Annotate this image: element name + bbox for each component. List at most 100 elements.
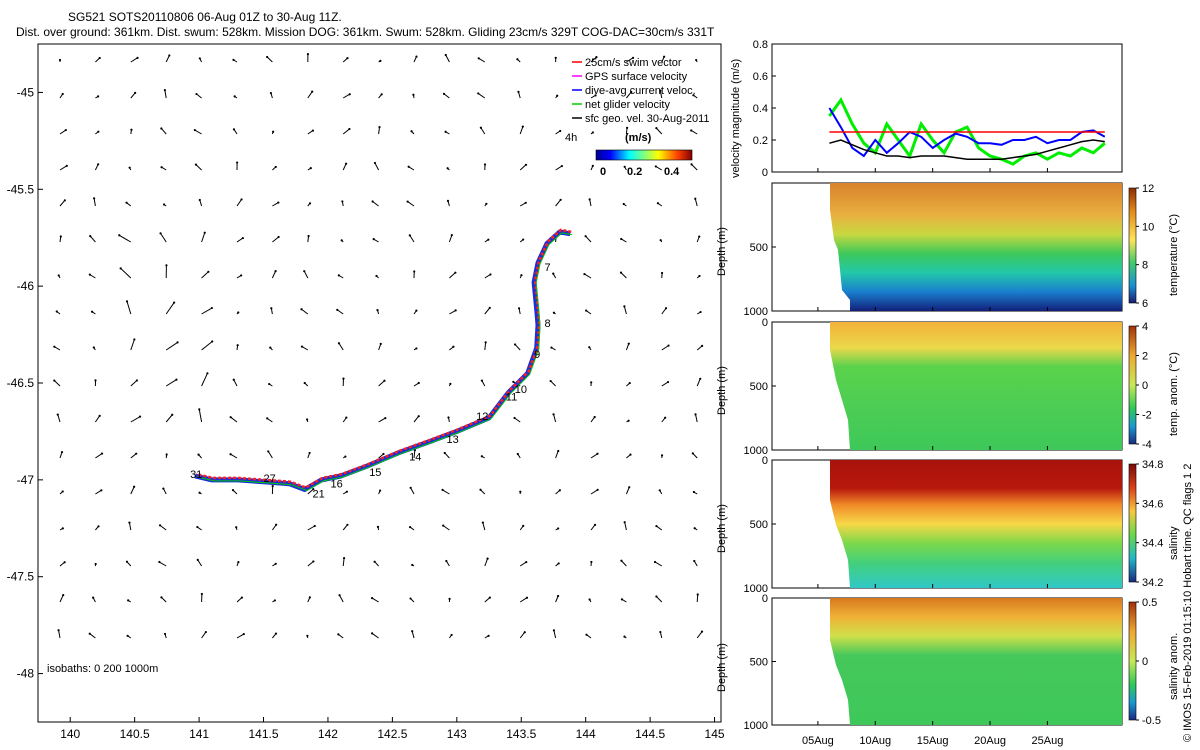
geo-velocity-arrowhead <box>342 377 345 380</box>
geo-velocity-arrow <box>236 199 242 207</box>
colorbar-units: (m/s) <box>625 132 652 144</box>
geo-velocity-arrowhead <box>558 489 561 492</box>
geo-velocity-arrow <box>339 595 344 603</box>
geo-velocity-arrow <box>590 453 598 459</box>
geo-velocity-arrowhead <box>446 199 450 202</box>
geo-velocity-arrow <box>659 90 663 99</box>
geo-velocity-arrow <box>519 631 526 639</box>
map-ytick-label: -45.5 <box>7 182 35 196</box>
geo-velocity-arrowhead <box>231 488 235 492</box>
geo-velocity-arrow <box>201 373 208 387</box>
geo-velocity-arrowhead <box>623 635 626 638</box>
geo-velocity-arrowhead <box>237 561 240 564</box>
geo-velocity-arrow <box>130 453 137 459</box>
geo-velocity-arrowhead <box>275 523 278 526</box>
colorbar-tick-label: 10 <box>1142 221 1154 233</box>
geo-velocity-arrow <box>407 201 415 207</box>
geo-velocity-arrowhead <box>376 309 379 312</box>
geo-velocity-arrowhead <box>445 559 448 563</box>
geo-velocity-arrowhead <box>133 338 136 341</box>
geo-velocity-arrowhead <box>277 201 280 204</box>
geo-velocity-arrowhead <box>417 381 420 385</box>
geo-velocity-arrowhead <box>629 453 632 456</box>
geo-velocity-arrow <box>59 165 68 171</box>
geo-velocity-arrow <box>272 236 279 243</box>
geo-velocity-arrowhead <box>271 485 274 488</box>
geo-velocity-arrowhead <box>309 167 312 170</box>
geo-velocity-arrowhead <box>59 235 62 238</box>
colorbar-tick-label: -2 <box>1142 410 1152 422</box>
geo-velocity-arrowhead <box>162 487 165 490</box>
geo-velocity-arrow <box>53 380 61 387</box>
geo-velocity-arrowhead <box>584 235 587 238</box>
title-line-1: SG521 SOTS20110806 06-Aug 01Z to 30-Aug … <box>68 10 342 24</box>
geo-velocity-arrow <box>307 488 314 495</box>
geo-velocity-arrowhead <box>307 234 310 238</box>
geo-velocity-arrow <box>160 233 167 243</box>
geo-velocity-arrow <box>58 630 61 639</box>
geo-velocity-arrow <box>478 57 486 63</box>
geo-velocity-arrowhead <box>481 521 484 524</box>
colorbar-tick-label: 34.6 <box>1142 498 1163 510</box>
geo-velocity-arrowhead <box>520 274 523 277</box>
colorbar-tick-label: 0 <box>1142 656 1148 668</box>
geo-velocity-arrow <box>59 129 67 135</box>
geo-velocity-arrowhead <box>240 198 243 201</box>
geo-velocity-arrowhead <box>479 126 482 129</box>
geo-velocity-arrowhead <box>92 346 95 349</box>
colorbar-tick-2: 0.4 <box>664 166 680 178</box>
map-xtick-label: 143.5 <box>506 727 536 741</box>
geo-velocity-arrowhead <box>486 557 489 560</box>
geo-velocity-arrow <box>555 450 559 459</box>
geo-velocity-arrowhead <box>588 346 591 349</box>
geo-velocity-arrowhead <box>659 630 662 634</box>
geo-velocity-arrow <box>623 306 627 315</box>
geo-velocity-arrowhead <box>699 377 702 380</box>
geo-velocity-arrowhead <box>160 127 163 130</box>
geo-velocity-arrowhead <box>694 197 697 200</box>
geo-velocity-arrowhead <box>55 310 58 313</box>
velocity-ytick-label: 0.6 <box>753 71 768 83</box>
sal-anom-colorbar <box>1128 601 1137 721</box>
geo-velocity-arrowhead <box>118 234 121 237</box>
geo-velocity-arrowhead <box>56 413 59 416</box>
velocity-series-line <box>829 139 1105 160</box>
geo-velocity-arrowhead <box>655 127 658 130</box>
geo-velocity-arrow <box>484 558 489 567</box>
geo-velocity-arrow <box>482 522 486 531</box>
geo-velocity-arrowhead <box>552 311 556 314</box>
geo-velocity-arrowhead <box>88 273 91 276</box>
geo-velocity-arrowhead <box>408 234 411 237</box>
geo-velocity-arrowhead <box>337 633 340 636</box>
geo-velocity-arrow <box>130 339 135 351</box>
geo-velocity-arrow <box>271 270 277 279</box>
colorbar-tick-label: 2 <box>1142 351 1148 363</box>
geo-velocity-arrowhead <box>241 236 244 240</box>
geo-velocity-arrowhead <box>267 450 270 453</box>
geo-velocity-arrow <box>519 126 524 135</box>
geo-velocity-arrowhead <box>138 415 142 418</box>
geo-velocity-arrow <box>342 163 347 171</box>
geo-velocity-arrowhead <box>627 342 630 345</box>
geo-velocity-arrow <box>95 453 103 459</box>
geo-velocity-arrowhead <box>92 596 95 599</box>
geo-velocity-arrowhead <box>406 200 409 203</box>
geo-velocity-arrowhead <box>171 413 174 416</box>
geo-velocity-arrow <box>484 274 491 279</box>
geo-velocity-arrowhead <box>312 488 315 491</box>
geo-velocity-arrow <box>378 417 386 423</box>
geo-velocity-arrow <box>57 414 61 423</box>
velocity-axes-frame <box>771 43 1123 173</box>
geo-velocity-arrow <box>230 453 238 459</box>
geo-velocity-arrowhead <box>97 525 100 528</box>
geo-velocity-arrow <box>484 307 491 315</box>
geo-velocity-arrowhead <box>701 344 704 347</box>
geo-velocity-arrowhead <box>312 560 315 563</box>
geo-velocity-arrowhead <box>619 271 623 274</box>
geo-velocity-arrowhead <box>303 270 306 273</box>
map-xtick-label: 140 <box>60 727 80 741</box>
geo-velocity-arrowhead <box>656 202 660 205</box>
geo-velocity-arrow <box>159 524 167 531</box>
track-day-label: 8 <box>544 318 550 330</box>
